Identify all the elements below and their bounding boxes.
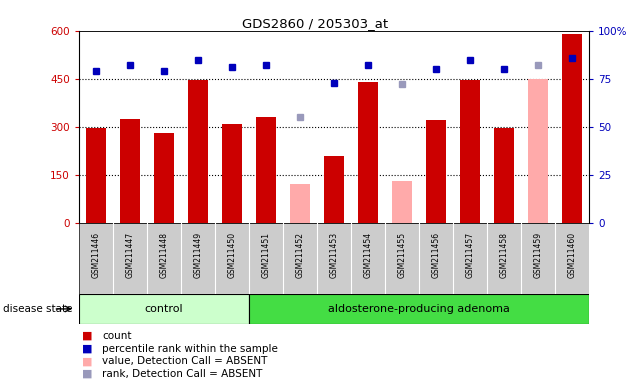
Text: GSM211455: GSM211455 <box>398 232 406 278</box>
Text: count: count <box>102 331 132 341</box>
Bar <box>460 80 480 223</box>
Text: ■: ■ <box>82 356 93 366</box>
Text: GSM211457: GSM211457 <box>466 232 474 278</box>
Text: GSM211453: GSM211453 <box>329 232 338 278</box>
Bar <box>528 79 548 223</box>
Text: GSM211447: GSM211447 <box>125 232 134 278</box>
Text: value, Detection Call = ABSENT: value, Detection Call = ABSENT <box>102 356 267 366</box>
Text: GSM211452: GSM211452 <box>295 232 304 278</box>
Text: GSM211446: GSM211446 <box>91 232 100 278</box>
Text: GDS2860 / 205303_at: GDS2860 / 205303_at <box>242 17 388 30</box>
Text: GSM211451: GSM211451 <box>261 232 270 278</box>
Text: GSM211459: GSM211459 <box>534 232 542 278</box>
Text: GSM211454: GSM211454 <box>364 232 372 278</box>
Bar <box>79 294 249 324</box>
Bar <box>562 34 582 223</box>
Text: percentile rank within the sample: percentile rank within the sample <box>102 344 278 354</box>
Text: ■: ■ <box>82 369 93 379</box>
Text: aldosterone-producing adenoma: aldosterone-producing adenoma <box>328 304 510 314</box>
Bar <box>426 120 446 223</box>
Bar <box>494 128 514 223</box>
Text: disease state: disease state <box>3 304 72 314</box>
Text: GSM211448: GSM211448 <box>159 232 168 278</box>
Bar <box>154 133 174 223</box>
Text: GSM211458: GSM211458 <box>500 232 508 278</box>
Bar <box>256 117 276 223</box>
Bar <box>249 294 589 324</box>
Text: ■: ■ <box>82 331 93 341</box>
Bar <box>188 80 208 223</box>
Text: control: control <box>144 304 183 314</box>
Text: rank, Detection Call = ABSENT: rank, Detection Call = ABSENT <box>102 369 263 379</box>
Bar <box>358 82 378 223</box>
Text: GSM211450: GSM211450 <box>227 232 236 278</box>
Bar <box>86 128 106 223</box>
Bar <box>392 181 412 223</box>
Text: GSM211456: GSM211456 <box>432 232 440 278</box>
Bar <box>222 124 242 223</box>
Bar <box>290 184 310 223</box>
Text: ■: ■ <box>82 344 93 354</box>
Text: GSM211460: GSM211460 <box>568 232 576 278</box>
Bar <box>120 119 140 223</box>
Text: GSM211449: GSM211449 <box>193 232 202 278</box>
Bar <box>324 156 344 223</box>
